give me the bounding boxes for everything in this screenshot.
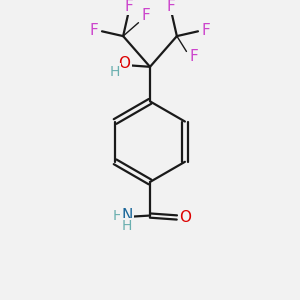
Text: F: F [167, 0, 176, 14]
Text: F: F [190, 49, 199, 64]
Text: O: O [179, 210, 191, 225]
Text: F: F [124, 0, 133, 14]
Text: H: H [109, 64, 120, 79]
Text: O: O [118, 56, 130, 71]
Text: N: N [121, 208, 133, 223]
Text: F: F [201, 23, 210, 38]
Text: F: F [90, 23, 99, 38]
Text: F: F [142, 8, 151, 23]
Text: H: H [122, 219, 132, 233]
Text: H: H [112, 208, 123, 223]
